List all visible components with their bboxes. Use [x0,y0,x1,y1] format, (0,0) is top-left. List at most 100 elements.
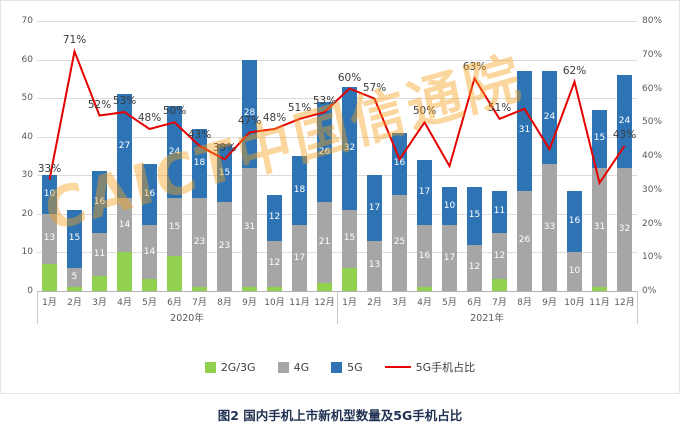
bar-segment: 16 [417,225,432,288]
month-label: 5月 [142,298,157,308]
month-label: 6月 [467,298,482,308]
legend-label: 4G [293,360,310,374]
month-label: 5月 [442,298,457,308]
bar-value-label: 16 [93,196,106,207]
bar-value-label: 11 [493,206,506,217]
bar-value-label: 24 [618,115,631,126]
month-label: 10月 [564,298,585,308]
legend-item: 5G手机占比 [384,359,475,375]
bar-segment: 16 [92,171,107,234]
bar-value-label: 15 [468,210,481,221]
left-axis-tick-label: 30 [21,170,33,181]
bar-value-label: 12 [268,258,281,269]
line-point-label: 57% [362,81,387,94]
month-label: 6月 [167,298,182,308]
bar-value-label: 24 [543,111,556,122]
bar-segment: 12 [467,244,482,291]
bar-value-label: 15 [168,221,181,232]
month-label: 2月 [367,298,382,308]
bar-value-label: 18 [193,158,206,169]
bar-value-label: 21 [318,237,331,248]
right-axis-tick-label: 80% [642,16,663,26]
bar-value-label: 15 [343,233,356,244]
bar-segment: 26 [317,102,332,203]
month-label: 12月 [614,298,635,308]
right-axis-tick-label: 70% [642,49,663,60]
axis-group-separator [337,291,338,324]
bar-value-label: 32 [343,142,356,153]
bar-segment [142,279,157,291]
bar-segment: 24 [167,105,182,199]
bar-value-label: 16 [393,158,406,169]
bar-value-label: 12 [268,212,281,223]
month-label: 8月 [217,298,232,308]
bar-value-label: 28 [243,108,256,119]
line-5g-share [48,47,626,186]
bar-value-label: 32 [618,223,631,234]
month-label: 2月 [67,298,82,308]
gridline [37,98,637,100]
bar-segment: 27 [117,94,132,199]
line-point-label: 47% [237,115,262,128]
year-group-label: 2021年 [470,313,504,324]
bar-segment [492,279,507,291]
bar-segment: 23 [217,202,232,291]
legend-swatch [204,361,216,373]
legend-item: 5G [331,361,363,374]
line-point-label: 50% [162,105,187,118]
legend-line-swatch [384,366,411,368]
legend-label: 5G [347,360,363,374]
bar-segment: 17 [367,175,382,241]
line-point-label: 53% [312,95,337,108]
bar-value-label: 10 [443,200,456,211]
month-label: 3月 [92,298,107,308]
month-label: 9月 [542,298,557,308]
bar-segment: 15 [467,186,482,245]
bar-value-label: 16 [568,216,581,227]
legend: 2G/3G 4G 5G 5G手机占比 [1,359,679,375]
bar-segment: 21 [317,202,332,284]
bar-segment: 10 [42,175,57,214]
bar-segment: 28 [242,59,257,168]
line-point-label: 51% [287,101,312,114]
line-point-label: 53% [112,95,137,108]
bar-value-label: 27 [118,140,131,151]
caption: 图2 国内手机上市新机型数量及5G手机占比 [217,408,463,423]
month-label: 7月 [492,298,507,308]
month-label: 9月 [242,298,257,308]
month-label: 12月 [314,298,335,308]
gridline [37,175,637,177]
bar-value-label: 10 [43,189,56,200]
line-point-label: 60% [337,71,362,84]
bar-value-label: 14 [143,246,156,257]
bar-segment: 31 [517,71,532,191]
bar-segment: 12 [492,233,507,280]
month-label: 1月 [342,298,357,308]
year-group-label: 2020年 [170,313,204,324]
bar-segment: 14 [117,198,132,253]
bar-value-label: 31 [593,221,606,232]
bar-segment: 10 [567,252,582,291]
bar-segment: 5 [67,267,82,288]
bar-segment [417,287,432,291]
left-axis-tick-label: 0 [27,286,33,296]
legend-label: 2G/3G [220,360,256,374]
month-label: 11月 [589,298,610,308]
bar-segment: 13 [42,213,57,264]
bar-value-label: 26 [518,235,531,246]
bar-value-label: 17 [443,252,456,263]
bar-value-label: 17 [293,252,306,263]
line-point-label: 48% [262,112,287,124]
month-label: 4月 [117,298,132,308]
month-label: 7月 [192,298,207,308]
line-point-label: 48% [137,112,162,124]
right-axis-tick-label: 60% [642,83,663,94]
bar-value-label: 33 [543,221,556,232]
bar-segment: 31 [592,167,607,288]
legend-item: 2G/3G [204,360,256,374]
bar-segment: 12 [267,194,282,241]
bar-segment: 24 [617,75,632,168]
bar-segment: 16 [567,190,582,253]
line-point-label: 63% [462,61,487,74]
